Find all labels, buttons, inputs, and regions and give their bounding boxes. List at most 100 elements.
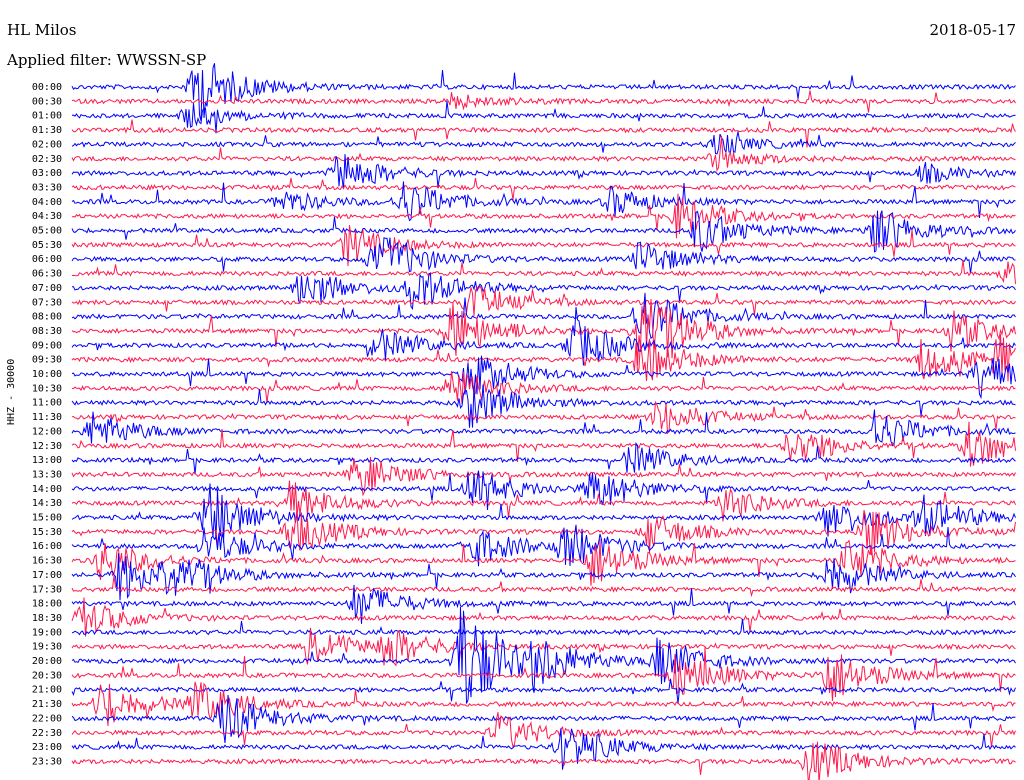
row-label: 08:00: [32, 312, 62, 323]
trace-row-0130: [71, 119, 1016, 148]
trace-row-2130: [71, 681, 1016, 727]
trace-row-1630: [71, 538, 1016, 586]
trace-row-0100: [71, 100, 1016, 134]
row-label: 13:30: [32, 469, 62, 480]
trace-row-2200: [71, 694, 1016, 744]
trace-row-0330: [71, 177, 1016, 201]
trace-row-0300: [71, 154, 1016, 190]
row-label: 12:00: [32, 426, 62, 437]
trace-row-0700: [72, 272, 1016, 311]
row-label: 12:30: [32, 441, 62, 452]
row-label: 21:30: [32, 699, 62, 710]
trace-row-2000: [71, 606, 1016, 704]
trace-row-1100: [71, 384, 1016, 428]
trace-row-0000: [71, 63, 1016, 122]
row-label: 00:00: [32, 82, 62, 93]
trace-row-0630: [71, 259, 1016, 284]
row-label: 20:30: [32, 670, 62, 681]
trace-row-1000: [71, 355, 1016, 400]
row-label: 23:30: [32, 756, 62, 767]
trace-row-0430: [71, 193, 1016, 239]
row-label: 07:30: [32, 297, 62, 308]
row-label: 03:30: [32, 182, 62, 193]
trace-row-0030: [71, 90, 1016, 113]
row-label: 16:00: [32, 541, 62, 552]
trace-row-1930: [71, 627, 1016, 667]
record-date: 2018-05-17: [929, 21, 1016, 39]
row-label: 06:00: [32, 254, 62, 265]
trace-row-1500: [71, 483, 1016, 543]
trace-row-1400: [71, 470, 1016, 511]
row-label: 10:00: [32, 369, 62, 380]
row-label: 21:00: [32, 685, 62, 696]
row-label: 06:30: [32, 269, 62, 280]
row-label: 19:00: [32, 627, 62, 638]
row-label: 22:00: [32, 713, 62, 724]
row-label: 11:00: [32, 398, 62, 409]
trace-row-0400: [71, 181, 1016, 222]
row-label: 09:30: [32, 355, 62, 366]
filter-label: Applied filter: WWSSN-SP: [7, 51, 207, 69]
trace-row-0200: [71, 131, 1016, 155]
row-label: 05:30: [32, 240, 62, 251]
row-label: 22:30: [32, 728, 62, 739]
trace-row-0800: [71, 292, 1016, 340]
row-label: 13:00: [32, 455, 62, 466]
trace-row-1700: [71, 553, 1016, 601]
row-label: 18:00: [32, 599, 62, 610]
trace-row-1230: [71, 421, 1016, 467]
row-label: 16:30: [32, 556, 62, 567]
trace-row-1800: [71, 584, 1016, 624]
row-label: 04:30: [32, 211, 62, 222]
trace-row-1430: [71, 480, 1016, 522]
row-label: 05:00: [32, 226, 62, 237]
row-label: 14:00: [32, 484, 62, 495]
row-label: 01:00: [32, 111, 62, 122]
row-label: 01:30: [32, 125, 62, 136]
trace-row-1300: [71, 441, 1016, 475]
trace-row-1030: [71, 371, 1016, 404]
trace-row-1730: [71, 575, 1016, 598]
row-label: 19:30: [32, 642, 62, 653]
row-label: 11:30: [32, 412, 62, 423]
row-label: 02:30: [32, 154, 62, 165]
trace-row-1530: [71, 509, 1016, 556]
row-label: 00:30: [32, 96, 62, 107]
row-label: 23:00: [32, 742, 62, 753]
trace-row-0730: [71, 284, 1016, 317]
trace-row-2100: [71, 678, 1016, 704]
row-label: 20:00: [32, 656, 62, 667]
row-label: 02:00: [32, 139, 62, 150]
trace-row-0230: [71, 135, 1016, 172]
row-label: 04:00: [32, 197, 62, 208]
trace-row-1200: [71, 409, 1016, 447]
trace-row-0930: [71, 334, 1016, 382]
row-label: 09:00: [32, 340, 62, 351]
trace-row-2030: [71, 646, 1016, 701]
row-label: 17:00: [32, 570, 62, 581]
row-label: 15:00: [32, 513, 62, 524]
row-label: 14:30: [32, 498, 62, 509]
trace-row-0830: [71, 299, 1016, 366]
row-label: 03:00: [32, 168, 62, 179]
row-label: 17:30: [32, 584, 62, 595]
trace-row-2230: [71, 712, 1016, 749]
trace-row-0600: [71, 236, 1016, 274]
trace-row-1600: [71, 524, 1016, 567]
row-label: 10:30: [32, 383, 62, 394]
station-name: HL Milos: [7, 21, 77, 39]
row-label: 08:30: [32, 326, 62, 337]
trace-row-1830: [71, 597, 1016, 637]
trace-row-0530: [71, 225, 1016, 267]
trace-row-0500: [71, 210, 1016, 253]
trace-row-1130: [71, 400, 1016, 435]
trace-row-1900: [71, 618, 1016, 636]
trace-row-0900: [71, 307, 1016, 366]
trace-row-1330: [71, 457, 1016, 497]
row-label: 07:00: [32, 283, 62, 294]
trace-row-2300: [71, 728, 1016, 770]
trace-row-2330: [71, 741, 1016, 780]
row-label: 15:30: [32, 527, 62, 538]
row-label: 18:30: [32, 613, 62, 624]
